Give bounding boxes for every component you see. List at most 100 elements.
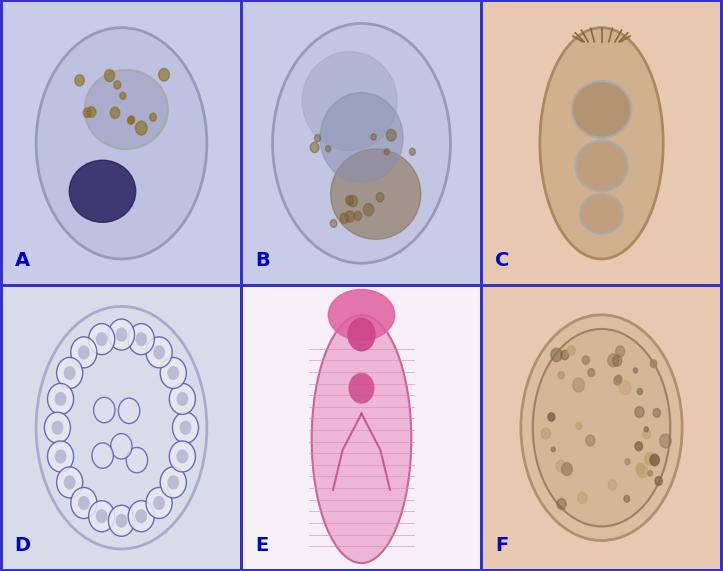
- Circle shape: [636, 463, 645, 474]
- Circle shape: [75, 75, 85, 86]
- Circle shape: [93, 397, 115, 423]
- Circle shape: [345, 211, 354, 222]
- Ellipse shape: [521, 315, 683, 541]
- Circle shape: [348, 195, 357, 207]
- Text: D: D: [14, 536, 31, 554]
- Circle shape: [87, 107, 96, 118]
- Circle shape: [573, 378, 584, 392]
- Circle shape: [633, 368, 638, 373]
- Circle shape: [83, 108, 91, 118]
- Circle shape: [347, 317, 376, 352]
- Circle shape: [44, 412, 70, 443]
- Circle shape: [116, 328, 127, 341]
- Circle shape: [48, 383, 74, 415]
- Ellipse shape: [580, 194, 623, 234]
- Ellipse shape: [540, 27, 663, 259]
- Circle shape: [55, 449, 67, 464]
- Circle shape: [169, 383, 195, 415]
- Text: E: E: [254, 536, 268, 554]
- Circle shape: [78, 496, 90, 510]
- Circle shape: [552, 447, 555, 452]
- Circle shape: [614, 376, 621, 385]
- Ellipse shape: [328, 289, 395, 340]
- Circle shape: [625, 459, 630, 465]
- Circle shape: [315, 135, 320, 142]
- Circle shape: [340, 213, 348, 223]
- Circle shape: [153, 345, 165, 359]
- Circle shape: [135, 332, 147, 346]
- Circle shape: [562, 463, 573, 476]
- Circle shape: [78, 345, 90, 359]
- Circle shape: [608, 354, 619, 367]
- Circle shape: [619, 381, 630, 395]
- Circle shape: [310, 142, 319, 152]
- Ellipse shape: [312, 315, 411, 563]
- Circle shape: [650, 455, 659, 466]
- Circle shape: [548, 413, 555, 421]
- Circle shape: [71, 337, 97, 368]
- Circle shape: [167, 366, 179, 380]
- Circle shape: [608, 480, 617, 490]
- Circle shape: [129, 116, 134, 123]
- Ellipse shape: [320, 93, 403, 183]
- Circle shape: [558, 372, 565, 379]
- Circle shape: [64, 366, 76, 380]
- Text: B: B: [254, 251, 270, 270]
- Circle shape: [561, 350, 569, 360]
- Ellipse shape: [533, 329, 670, 526]
- Circle shape: [325, 146, 330, 152]
- Circle shape: [637, 388, 643, 395]
- Circle shape: [578, 492, 587, 504]
- Circle shape: [104, 70, 115, 82]
- Circle shape: [51, 421, 64, 435]
- Circle shape: [635, 407, 644, 417]
- Circle shape: [108, 319, 134, 350]
- Circle shape: [637, 465, 648, 478]
- Circle shape: [89, 501, 115, 532]
- Circle shape: [146, 488, 172, 518]
- Circle shape: [615, 375, 622, 383]
- Circle shape: [161, 467, 187, 498]
- Circle shape: [582, 356, 589, 364]
- Circle shape: [48, 441, 74, 472]
- Circle shape: [120, 93, 126, 99]
- Circle shape: [330, 220, 337, 227]
- Circle shape: [384, 148, 389, 155]
- Circle shape: [650, 360, 656, 368]
- Circle shape: [71, 488, 97, 518]
- Circle shape: [364, 204, 374, 216]
- Circle shape: [648, 471, 653, 476]
- Circle shape: [376, 192, 384, 202]
- Circle shape: [135, 121, 147, 135]
- Circle shape: [655, 477, 662, 485]
- Circle shape: [127, 116, 134, 124]
- Circle shape: [161, 357, 187, 388]
- Circle shape: [153, 496, 165, 510]
- Circle shape: [56, 467, 82, 498]
- Circle shape: [173, 412, 199, 443]
- Circle shape: [176, 392, 188, 406]
- Text: A: A: [14, 251, 30, 270]
- Circle shape: [128, 501, 154, 532]
- Circle shape: [371, 134, 376, 140]
- Circle shape: [167, 475, 179, 489]
- Circle shape: [95, 509, 108, 523]
- Circle shape: [586, 435, 595, 446]
- Circle shape: [556, 460, 565, 472]
- Circle shape: [551, 348, 562, 361]
- Circle shape: [643, 429, 651, 439]
- Circle shape: [409, 148, 415, 155]
- Circle shape: [146, 337, 172, 368]
- Circle shape: [56, 357, 82, 388]
- Circle shape: [612, 355, 622, 366]
- Circle shape: [111, 433, 132, 459]
- Circle shape: [644, 427, 649, 432]
- Circle shape: [348, 373, 375, 404]
- Circle shape: [95, 332, 108, 346]
- Ellipse shape: [85, 70, 168, 149]
- Circle shape: [354, 211, 362, 220]
- Circle shape: [346, 195, 354, 205]
- Ellipse shape: [36, 27, 207, 259]
- Circle shape: [55, 392, 67, 406]
- Circle shape: [64, 475, 76, 489]
